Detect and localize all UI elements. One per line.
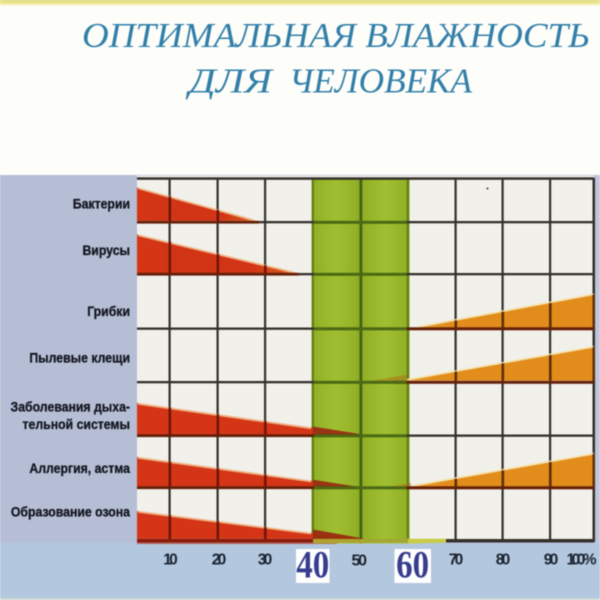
svg-text:90: 90	[544, 552, 559, 569]
svg-text:Вирусы: Вирусы	[82, 242, 130, 258]
svg-text:60: 60	[396, 544, 429, 587]
svg-text:Аллергия, астма: Аллергия, астма	[29, 460, 130, 476]
svg-text:50: 50	[352, 553, 368, 570]
svg-text:тельной системы: тельной системы	[23, 416, 130, 432]
svg-text:80: 80	[496, 552, 511, 569]
svg-text:Пылевые клещи: Пылевые клещи	[29, 350, 130, 366]
svg-text:Образование озона: Образование озона	[11, 504, 131, 520]
svg-text:Заболевания дыха-: Заболевания дыха-	[11, 399, 130, 415]
svg-text:10: 10	[163, 552, 178, 569]
svg-text:30: 30	[258, 552, 273, 569]
svg-text:100 %: 100 %	[567, 552, 597, 569]
svg-text:40: 40	[296, 544, 329, 587]
svg-text:ОПТИМАЛЬНАЯ ВЛАЖНОСТЬ: ОПТИМАЛЬНАЯ ВЛАЖНОСТЬ	[82, 16, 590, 55]
svg-text:ЧЕЛОВЕКА: ЧЕЛОВЕКА	[289, 62, 473, 101]
svg-text:70: 70	[449, 552, 464, 569]
svg-text:20: 20	[212, 552, 227, 569]
svg-text:Бактерии: Бактерии	[73, 196, 130, 212]
svg-text:ДЛЯ: ДЛЯ	[185, 62, 274, 101]
svg-text:Грибки: Грибки	[87, 303, 130, 319]
